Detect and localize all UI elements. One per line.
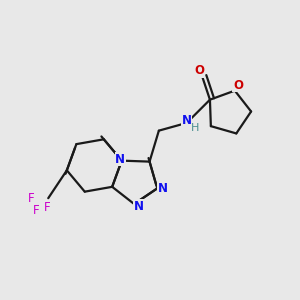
Text: H: H	[191, 123, 200, 133]
Text: O: O	[194, 64, 204, 77]
Text: F: F	[28, 192, 34, 205]
Text: N: N	[182, 114, 192, 127]
Text: N: N	[115, 153, 125, 166]
Text: O: O	[233, 79, 243, 92]
Text: N: N	[134, 200, 144, 213]
Text: N: N	[158, 182, 168, 195]
Text: F: F	[33, 204, 39, 217]
Text: F: F	[44, 201, 50, 214]
